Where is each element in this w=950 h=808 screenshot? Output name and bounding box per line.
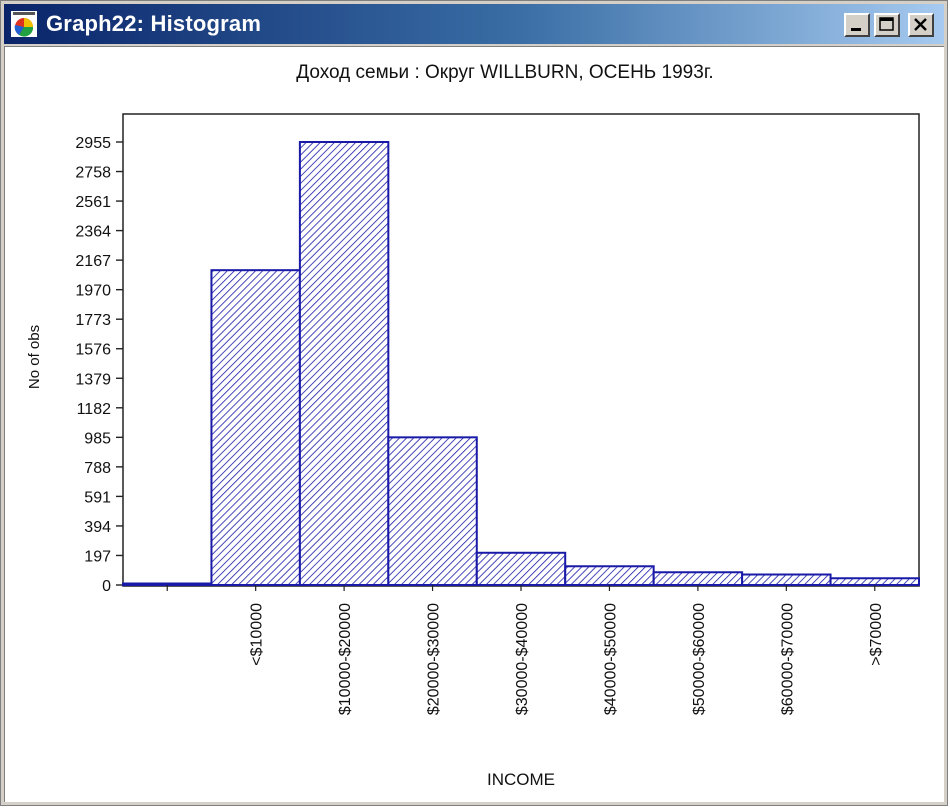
maximize-icon <box>879 17 894 31</box>
x-tick-label: >$70000 <box>868 603 885 666</box>
x-axis: <$10000 $10000-$20000 $20000-$30000 $30000-… <box>166 585 885 715</box>
x-tick-label: $50000-$60000 <box>691 603 708 715</box>
histogram-bar[interactable] <box>741 573 832 586</box>
x-tick-label: $10000-$20000 <box>337 603 354 715</box>
y-axis: 0 197 394 591 788 985 1182 1379 1576 1773 1970 2167… <box>75 135 123 595</box>
bars <box>122 141 920 587</box>
title-bar[interactable]: Graph22: Histogram <box>4 4 944 44</box>
y-tick-label: 2758 <box>75 165 111 182</box>
y-tick-label: 1970 <box>75 283 111 300</box>
x-tick-label: $20000-$30000 <box>426 603 443 715</box>
histogram-bar[interactable] <box>122 582 213 586</box>
x-tick-label: <$10000 <box>249 603 266 666</box>
histogram-bar[interactable] <box>387 436 478 587</box>
y-tick-label: 2955 <box>75 135 111 152</box>
y-tick-label: 788 <box>84 460 111 477</box>
y-tick-label: 1182 <box>77 401 112 418</box>
x-axis-label: INCOME <box>487 770 555 789</box>
minimize-icon <box>851 28 861 31</box>
y-tick-label: 2364 <box>75 224 111 241</box>
histogram-bar[interactable] <box>475 551 567 586</box>
histogram-bar[interactable] <box>652 571 744 587</box>
window-title: Graph22: Histogram <box>46 11 262 36</box>
y-tick-label: 1773 <box>75 312 111 329</box>
y-tick-label: 1379 <box>75 371 111 388</box>
chart-title: Доход семьи : Округ WILLBURN, ОСЕНЬ 1993… <box>296 62 713 83</box>
close-icon <box>914 18 927 31</box>
histogram-chart[interactable]: Доход семьи : Округ WILLBURN, ОСЕНЬ 1993… <box>5 47 943 801</box>
x-tick-label: $60000-$70000 <box>779 603 796 715</box>
maximize-button[interactable] <box>874 13 900 37</box>
y-axis-label: No of obs <box>26 325 43 389</box>
histogram-bar[interactable] <box>210 269 301 586</box>
y-tick-label: 0 <box>102 578 111 595</box>
graph-area: Доход семьи : Округ WILLBURN, ОСЕНЬ 1993… <box>4 46 944 802</box>
y-tick-label: 591 <box>84 489 111 506</box>
y-tick-label: 2561 <box>75 194 111 211</box>
histogram-bar[interactable] <box>564 565 655 586</box>
minimize-button[interactable] <box>844 13 870 37</box>
x-tick-label: $30000-$40000 <box>514 603 531 715</box>
y-tick-label: 985 <box>84 430 111 447</box>
statistica-graph-icon <box>11 11 37 37</box>
y-tick-label: 197 <box>84 548 111 565</box>
histogram-bar[interactable] <box>829 577 920 586</box>
x-tick-label: $40000-$50000 <box>602 603 619 715</box>
y-tick-label: 394 <box>84 519 111 536</box>
histogram-bar[interactable] <box>298 141 390 586</box>
close-button[interactable] <box>908 13 934 37</box>
y-tick-label: 1576 <box>75 342 111 359</box>
y-tick-label: 2167 <box>75 253 111 270</box>
